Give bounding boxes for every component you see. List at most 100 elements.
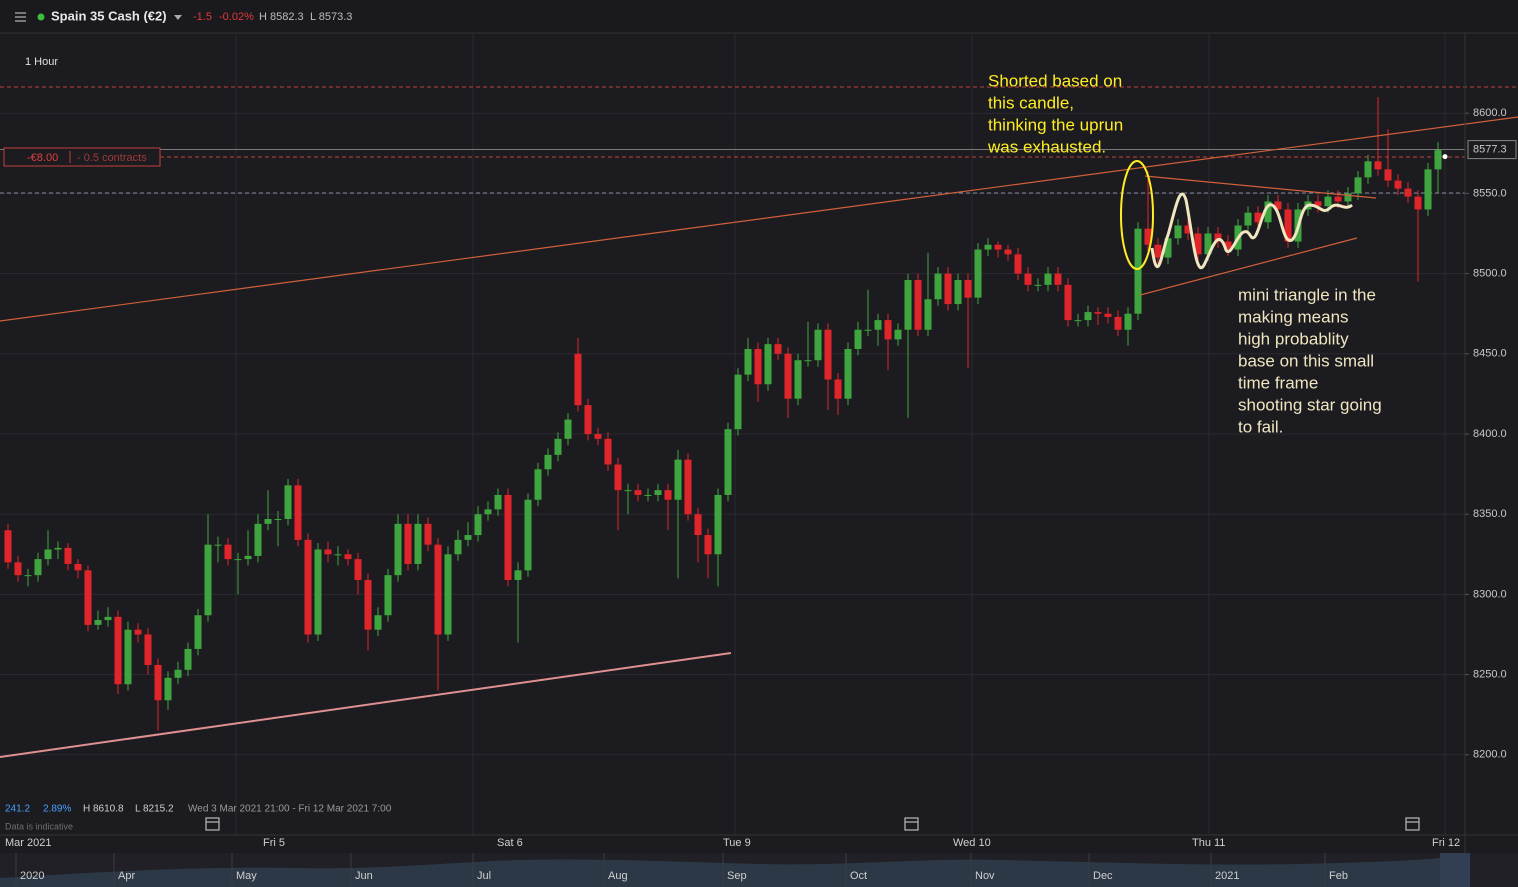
navigator-label: Apr	[118, 870, 135, 882]
navigator-labels: 2020 Apr May Jun Jul Aug Sep Oct Nov Dec 2021 Feb	[15, 853, 1348, 887]
candle-body	[574, 353, 582, 406]
candle-body	[874, 320, 882, 330]
candle-body	[74, 563, 82, 571]
candle-body	[44, 549, 52, 560]
stats-low: L 8215.2	[135, 804, 174, 815]
candle-body	[994, 244, 1002, 250]
navigator-label: Nov	[975, 870, 995, 882]
candle-body	[1044, 273, 1052, 285]
candle-body	[784, 353, 792, 399]
range-pct: 2.89%	[43, 804, 71, 815]
y-tick-label: 8550.0	[1473, 187, 1507, 199]
change-pct: -0.02%	[219, 11, 254, 23]
candle-body	[1174, 225, 1182, 239]
annotation-line: making means	[1238, 307, 1349, 326]
candle-body	[854, 329, 862, 349]
candle-body	[1354, 177, 1362, 194]
candle-body	[184, 648, 192, 670]
timeframe[interactable]: 1 Hour	[25, 56, 58, 68]
top-bar	[0, 0, 1518, 33]
navigator-window[interactable]	[1440, 853, 1470, 887]
support-line	[0, 652, 732, 758]
instrument-dropdown[interactable]	[174, 15, 182, 20]
candle-body	[464, 535, 472, 540]
candle-body	[1394, 180, 1402, 189]
candle-body	[984, 244, 992, 250]
candle-body	[264, 519, 272, 524]
candle-body	[964, 280, 972, 298]
instrument-name[interactable]: Spain 35 Cash (€2)	[51, 8, 167, 23]
candle-body	[1224, 241, 1232, 250]
last-price-dot	[1442, 154, 1448, 160]
y-tick-label: 8400.0	[1473, 428, 1507, 440]
candle-body	[684, 459, 692, 515]
candle-body	[924, 299, 932, 330]
candle-body	[244, 555, 252, 560]
annotation-line: base on this small	[1238, 351, 1374, 370]
position-pnl: -€8.00	[27, 152, 58, 164]
candle-body	[1024, 273, 1032, 285]
position-box[interactable]	[3, 147, 161, 167]
candle-body	[1424, 169, 1432, 210]
candle-body	[774, 344, 782, 354]
annotation-line: to fail.	[1238, 417, 1283, 436]
candle-body	[314, 549, 322, 635]
navigator-label: Oct	[850, 870, 867, 882]
candle-body	[1374, 161, 1382, 170]
candle-body	[1254, 212, 1262, 223]
candle-body	[1214, 233, 1222, 242]
y-tick-label: 8350.0	[1473, 508, 1507, 520]
candle-body	[524, 499, 532, 571]
x-tick-label: Fri 12	[1432, 837, 1460, 849]
navigator-label: Jun	[355, 870, 373, 882]
candle-body	[1314, 201, 1322, 207]
candle-body	[644, 494, 652, 496]
annotation: mini triangle in the making means high pro…	[1238, 285, 1382, 436]
candle-body	[1144, 228, 1152, 245]
candle-body	[624, 490, 632, 492]
candle-body	[14, 562, 22, 576]
annotation-line: this candle,	[988, 93, 1074, 112]
x-tick-label: Tue 9	[723, 837, 751, 849]
candle-body	[804, 360, 812, 362]
candle-body	[534, 469, 542, 500]
candle-body	[234, 559, 242, 561]
menu-icon[interactable]	[15, 12, 26, 22]
candle-body	[154, 664, 162, 701]
candle-body	[1104, 313, 1112, 317]
y-tick-label: 8300.0	[1473, 588, 1507, 600]
candle-body	[584, 405, 592, 434]
candle-body	[1344, 193, 1352, 202]
candle-body	[974, 249, 982, 298]
candle-body	[604, 438, 612, 465]
candle-body	[794, 360, 802, 399]
change: -1.5	[193, 11, 212, 23]
candle-body	[94, 620, 102, 625]
candle-body	[324, 549, 332, 555]
annotation-line: Shorted based on	[988, 71, 1122, 90]
annotation-line: time frame	[1238, 373, 1318, 392]
grid	[0, 33, 1465, 835]
candle-body	[504, 494, 512, 580]
candle-body	[1434, 150, 1442, 170]
triangle-upper	[1144, 175, 1377, 199]
calendar-icons[interactable]	[205, 817, 1420, 831]
candle-body	[194, 615, 202, 649]
candle-body	[474, 514, 482, 536]
candle-body	[1114, 316, 1122, 330]
candle-body	[144, 634, 152, 665]
candle-body	[564, 419, 572, 439]
candle-body	[344, 554, 352, 560]
candle-body	[424, 523, 432, 545]
candle-body	[54, 547, 62, 550]
candle-body	[1154, 244, 1162, 258]
candle-body	[214, 544, 222, 546]
hand-drawn-path	[1150, 192, 1353, 270]
candle-body	[124, 629, 132, 685]
candle-body	[514, 570, 522, 580]
candle-body	[904, 280, 912, 330]
candles	[0, 97, 1465, 731]
candle-body	[754, 348, 762, 385]
candle-body	[484, 509, 492, 515]
